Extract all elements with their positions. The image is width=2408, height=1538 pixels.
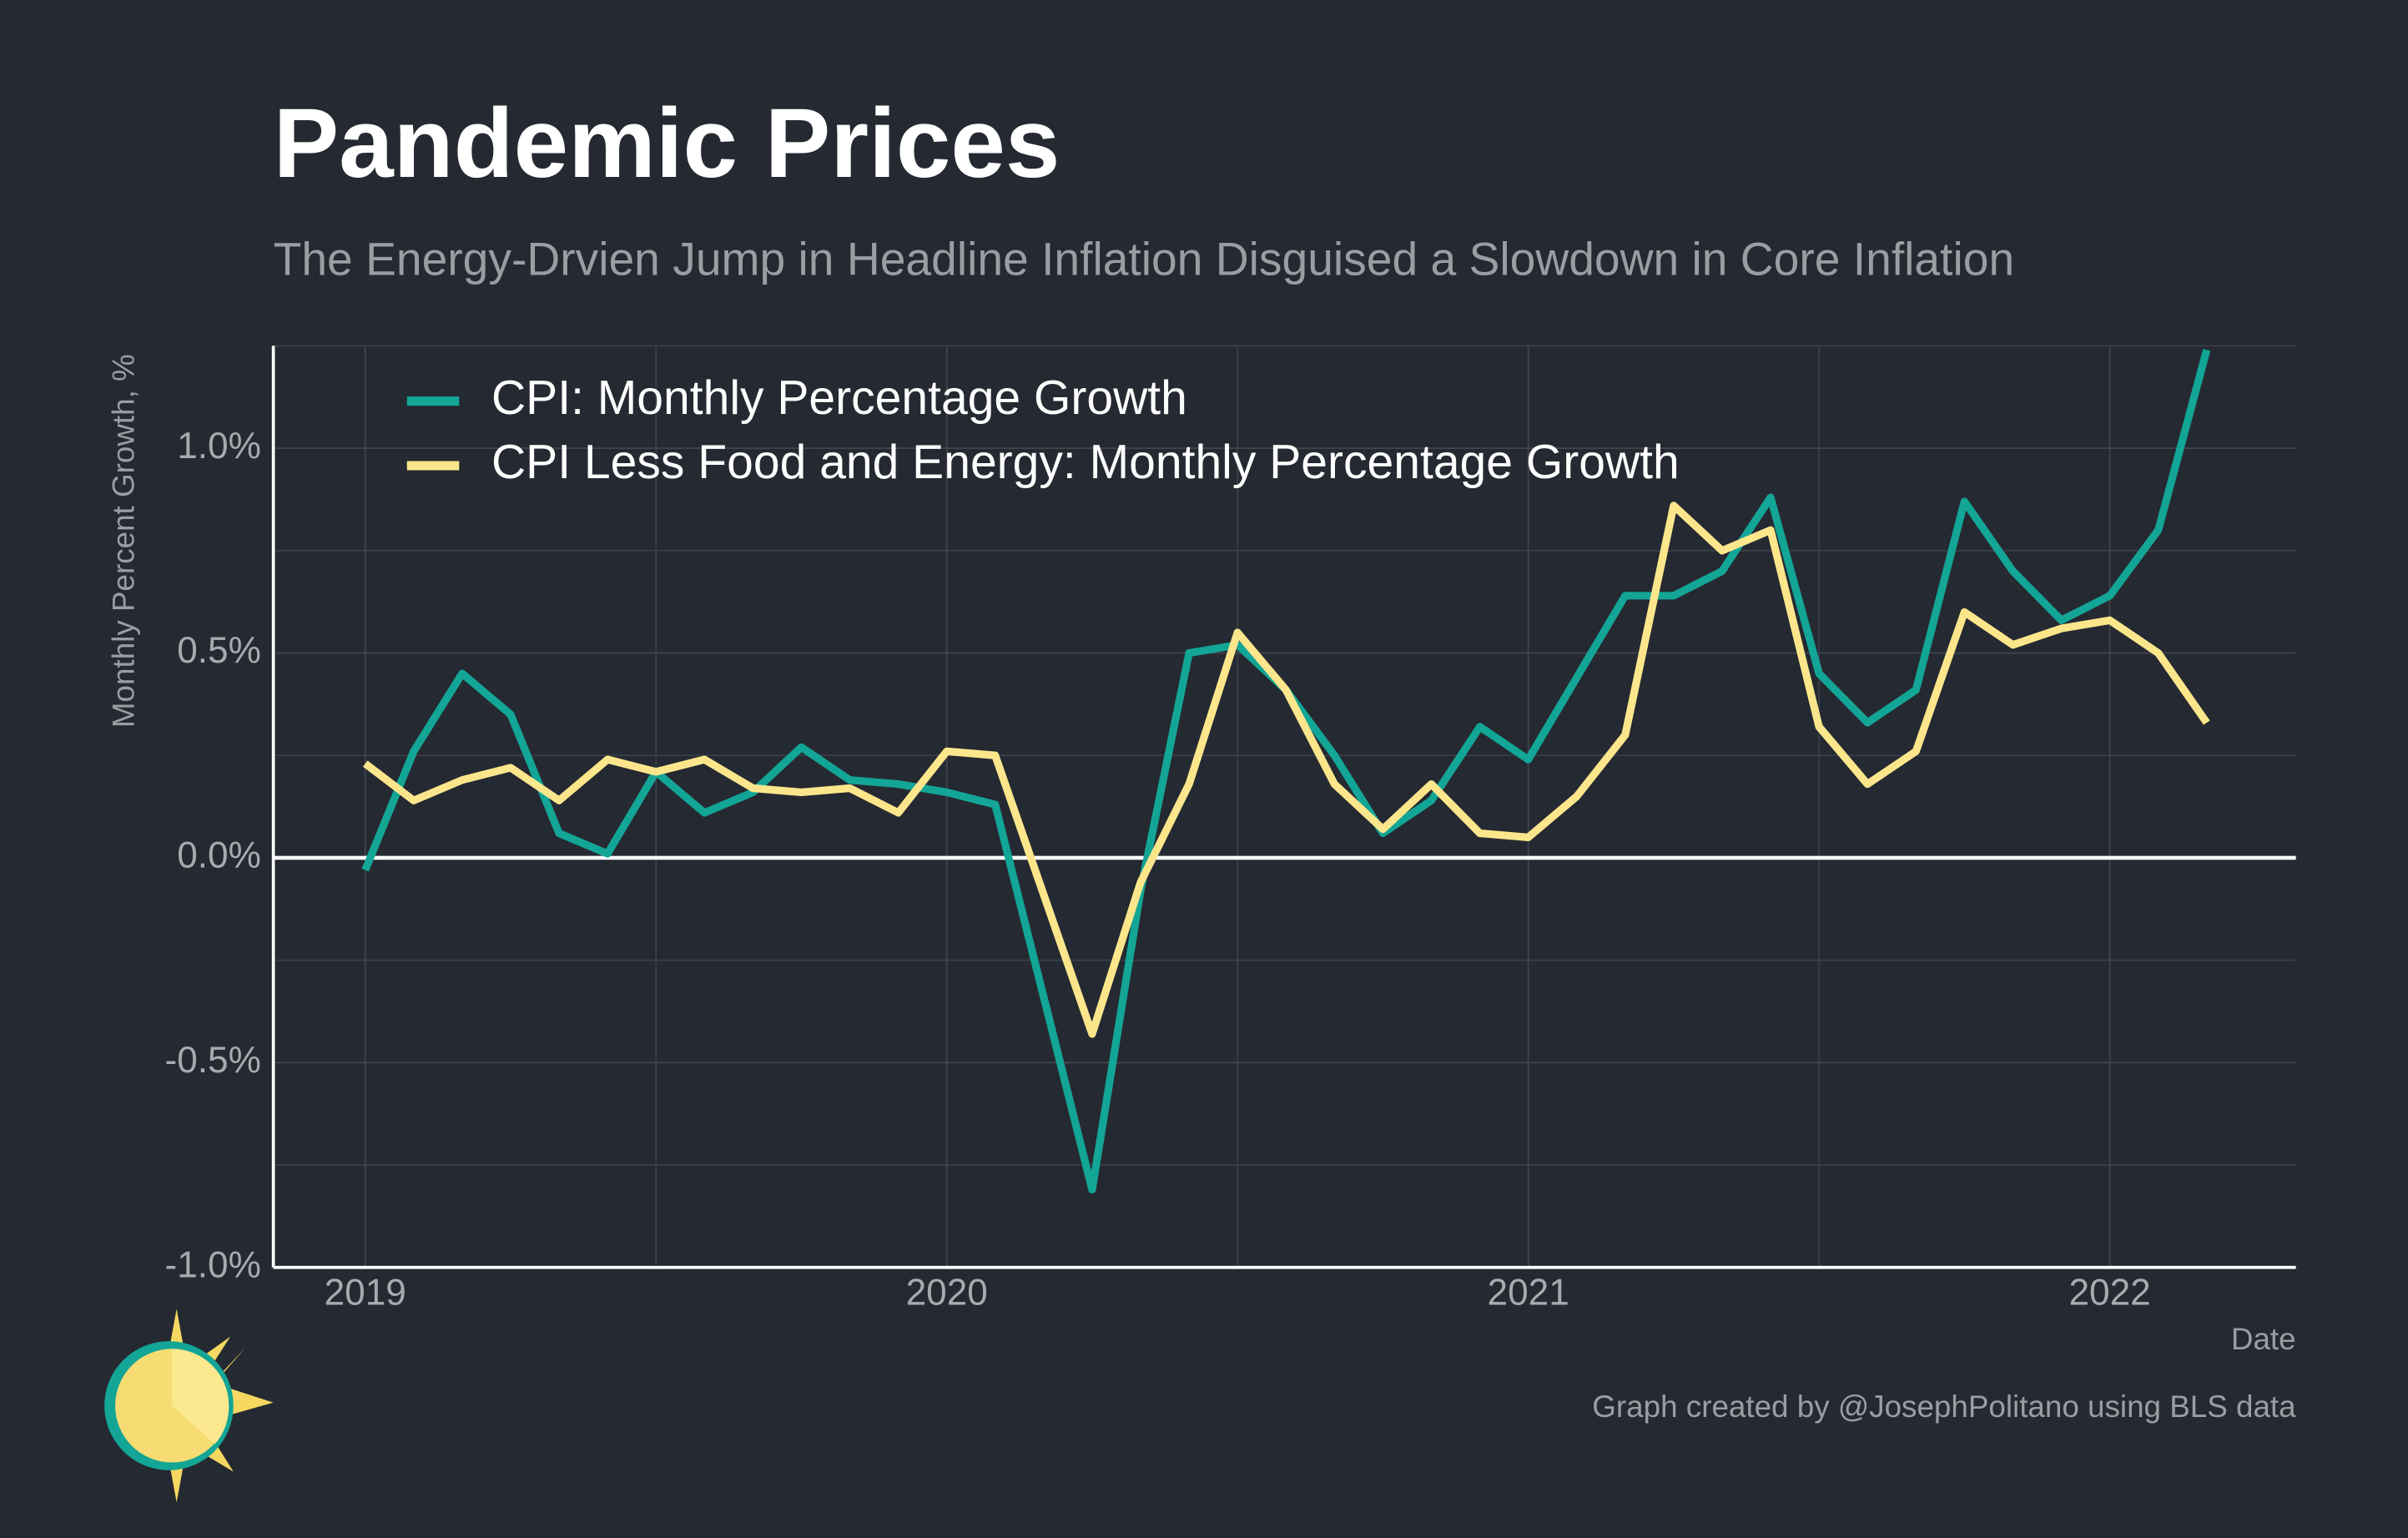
logo bbox=[104, 1309, 274, 1503]
y-tick-label: -0.5% bbox=[165, 1040, 261, 1081]
legend-label: CPI: Monthly Percentage Growth bbox=[491, 371, 1187, 425]
x-tick-label: 2019 bbox=[325, 1273, 406, 1314]
y-tick-label: 0.5% bbox=[177, 630, 261, 671]
line-series bbox=[362, 502, 2210, 1038]
grid bbox=[273, 345, 2296, 1268]
x-tick-label: 2022 bbox=[2068, 1273, 2150, 1314]
caption: Graph created by @JosephPolitano using B… bbox=[1592, 1389, 2296, 1424]
x-tick-label: 2020 bbox=[906, 1273, 988, 1314]
chart-subtitle: The Energy-Drvien Jump in Headline Infla… bbox=[274, 234, 2015, 285]
y-tick-label: 0.0% bbox=[177, 835, 261, 876]
y-tick-label: 1.0% bbox=[177, 426, 261, 466]
y-tick-label: -1.0% bbox=[165, 1244, 261, 1285]
x-tick-label: 2021 bbox=[1488, 1273, 1569, 1314]
chart-title: Pandemic Prices bbox=[274, 88, 1060, 198]
legend-label: CPI Less Food and Energy: Monthly Percen… bbox=[491, 436, 1680, 489]
y-axis-label: Monthly Percent Growth, % bbox=[107, 354, 141, 728]
x-axis-label: Date bbox=[2231, 1322, 2296, 1356]
